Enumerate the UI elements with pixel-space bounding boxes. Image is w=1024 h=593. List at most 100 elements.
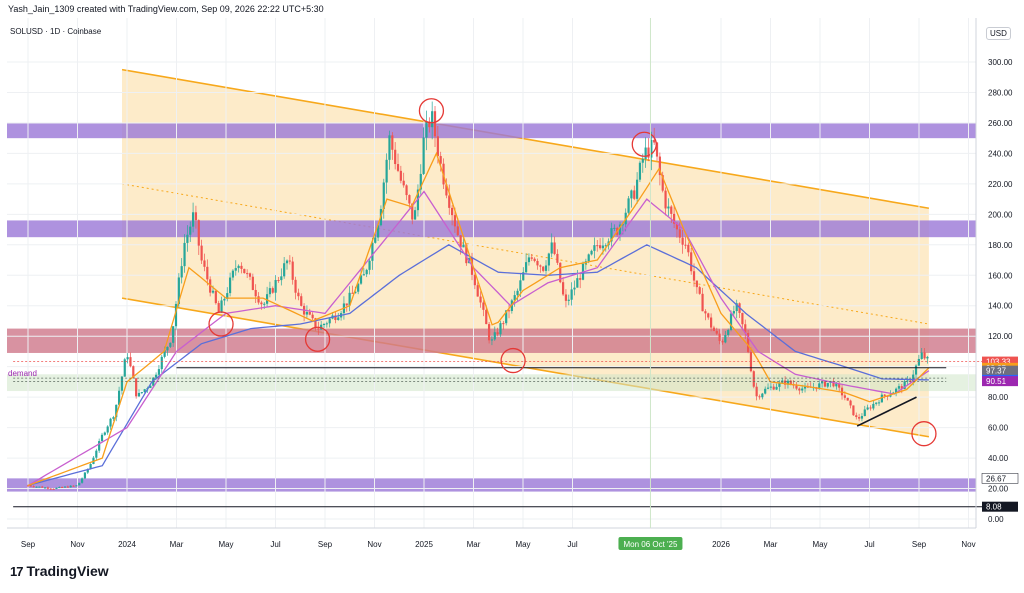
candle-body <box>926 356 929 359</box>
price-tick-label: 220.00 <box>988 180 1013 189</box>
candle-body <box>112 417 115 419</box>
support-trendline <box>856 396 917 427</box>
candle-body <box>653 139 656 143</box>
candle-body <box>206 266 209 280</box>
candle-body <box>83 472 87 479</box>
purple-zone-bottom <box>7 478 976 492</box>
ema-fast-line <box>27 151 930 487</box>
candle-body <box>288 260 291 262</box>
tradingview-logo-icon: 17 <box>10 563 24 579</box>
candle-body <box>183 242 186 267</box>
candle-body <box>49 488 52 490</box>
candle-body <box>784 380 787 385</box>
candle-body <box>211 290 215 293</box>
candle-body <box>766 387 770 389</box>
demand-label: demand <box>8 369 37 378</box>
tradingview-logo[interactable]: 17 TradingView <box>10 563 109 579</box>
candle-body <box>914 365 918 375</box>
candle-body <box>359 275 363 284</box>
candle-body <box>271 288 274 293</box>
candle-body <box>391 135 394 150</box>
candle-body <box>516 290 519 296</box>
candle-body <box>485 309 488 325</box>
candle-body <box>163 350 166 357</box>
axes-layer: 0.0020.0040.0060.0080.00100.00120.00140.… <box>7 18 1019 550</box>
candle-body <box>567 299 570 301</box>
candle-body <box>399 170 402 181</box>
candle-body <box>661 175 664 191</box>
candle-body <box>322 324 326 326</box>
candle-body <box>681 237 684 245</box>
circle-1 <box>208 311 234 337</box>
candle-body <box>265 294 269 304</box>
candle-body <box>431 111 434 128</box>
price-label-box <box>982 376 1018 387</box>
candle-body <box>690 252 693 272</box>
grid-layer <box>7 18 976 528</box>
candle-body <box>294 279 297 293</box>
candle-body <box>55 487 58 489</box>
time-tick-label: May <box>812 540 827 549</box>
candle-body <box>408 195 411 204</box>
candle-body <box>220 300 223 313</box>
candle-body <box>732 311 735 314</box>
candle-body <box>547 253 550 266</box>
candle-body <box>803 386 807 389</box>
candle-body <box>223 298 226 301</box>
candle-body <box>524 262 528 273</box>
candle-body <box>590 250 593 255</box>
candle-body <box>66 486 69 488</box>
candle-body <box>635 179 639 199</box>
candle-body <box>744 324 747 334</box>
candle-body <box>405 185 408 196</box>
price-label-text: 90.51 <box>986 377 1007 386</box>
candle-body <box>712 327 716 331</box>
candle-body <box>846 397 849 401</box>
price-tick-label: 180.00 <box>988 241 1013 250</box>
candle-body <box>428 121 431 128</box>
time-tick-label: Sep <box>21 540 36 549</box>
candle-body <box>35 486 38 488</box>
time-tick-label: Sep <box>912 540 927 549</box>
candle-body <box>678 229 681 238</box>
candle-body <box>98 441 101 451</box>
candle-body <box>433 111 437 137</box>
candle-body <box>903 381 906 390</box>
candle-body <box>852 405 855 416</box>
price-tick-label: 20.00 <box>988 485 1009 494</box>
candle-body <box>189 226 192 235</box>
currency-button[interactable]: USD <box>986 27 1011 40</box>
candle-body <box>382 182 385 210</box>
candle-body <box>479 296 482 303</box>
candle-body <box>174 303 178 327</box>
candle-body <box>476 285 479 297</box>
candle-body <box>747 333 750 352</box>
candle-body <box>419 173 422 190</box>
candle-body <box>502 323 505 325</box>
price-label-text: 103.33 <box>986 358 1011 367</box>
price-tick-label: 140.00 <box>988 302 1013 311</box>
candle-body <box>345 303 348 306</box>
tradingview-brand: TradingView <box>26 563 109 579</box>
candle-body <box>761 393 764 398</box>
price-tick-label: 240.00 <box>988 149 1013 158</box>
candle-body <box>843 395 846 398</box>
candle-body <box>627 198 630 213</box>
purple-zone-top <box>7 122 976 139</box>
candle-body <box>513 295 516 301</box>
candle-body <box>89 463 92 470</box>
candle-body <box>695 280 698 288</box>
candle-body <box>758 396 761 398</box>
candle-body <box>920 352 923 359</box>
candle-body <box>533 258 536 261</box>
candle-body <box>308 311 311 315</box>
candle-body <box>41 486 44 488</box>
symbol-label[interactable]: SOLUSD · 1D · Coinbase <box>10 27 102 36</box>
candle-body <box>684 244 687 246</box>
candle-body <box>394 149 397 165</box>
candle-body <box>621 224 624 226</box>
candle-body <box>570 289 573 300</box>
candle-body <box>317 328 320 330</box>
candle-body <box>539 265 542 267</box>
